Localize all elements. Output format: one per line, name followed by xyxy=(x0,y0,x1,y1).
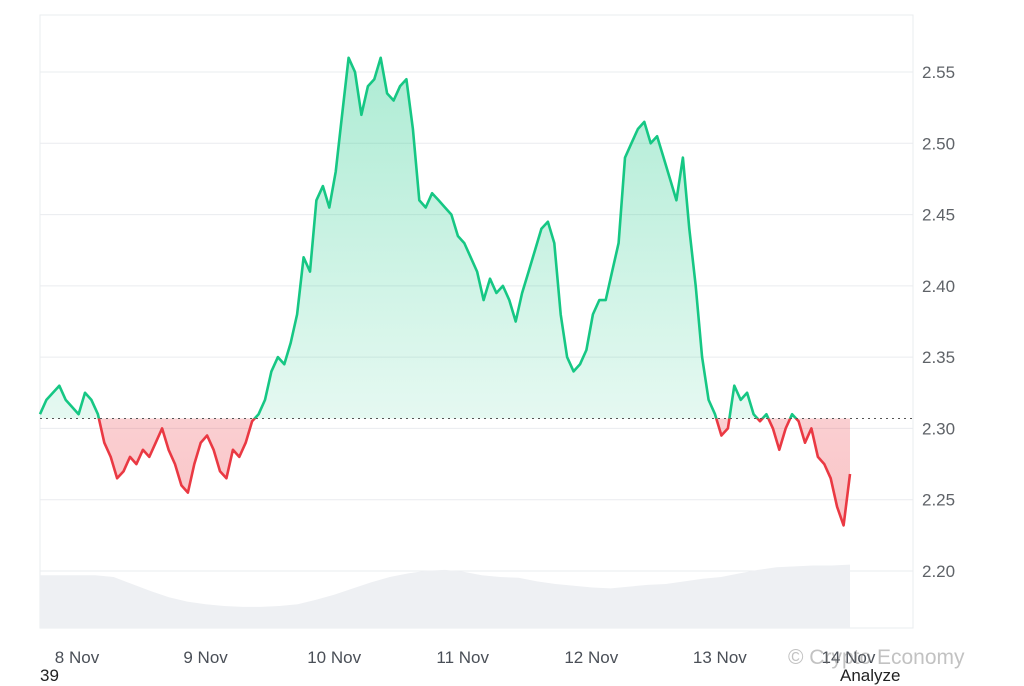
y-tick-label: 2.55 xyxy=(922,63,955,82)
y-tick-label: 2.20 xyxy=(922,562,955,581)
x-axis-ticks: 8 Nov 9 Nov 10 Nov 11 Nov 12 Nov 13 Nov 14 Nov xyxy=(55,648,876,667)
y-tick-label: 2.30 xyxy=(922,419,955,438)
x-tick-label: 13 Nov xyxy=(693,648,747,667)
x-tick-label: 11 Nov xyxy=(436,648,489,667)
price-area-up xyxy=(40,57,796,419)
price-line-down xyxy=(97,418,852,527)
y-tick-label: 2.35 xyxy=(922,348,955,367)
x-tick-label: 8 Nov xyxy=(55,648,100,667)
price-line-up xyxy=(38,56,798,419)
footer-left-label: 39 xyxy=(40,666,59,685)
y-tick-label: 2.45 xyxy=(922,206,955,225)
watermark-text: © Crypto Economy xyxy=(788,646,965,669)
volume-area xyxy=(40,564,850,628)
volume-bars xyxy=(40,564,850,628)
analyze-link[interactable]: Analyze xyxy=(840,666,901,685)
y-tick-label: 2.25 xyxy=(922,491,955,510)
y-axis-ticks: 2.20 2.25 2.30 2.35 2.40 2.45 2.50 2.55 xyxy=(922,63,955,581)
x-tick-label: 14 Nov xyxy=(821,648,875,667)
y-tick-label: 2.50 xyxy=(922,134,955,153)
y-tick-label: 2.40 xyxy=(922,277,955,296)
price-line xyxy=(38,56,852,527)
price-area-down xyxy=(40,418,850,526)
x-tick-label: 10 Nov xyxy=(307,648,361,667)
x-tick-label: 12 Nov xyxy=(564,648,618,667)
price-area xyxy=(40,57,850,526)
x-tick-label: 9 Nov xyxy=(183,648,228,667)
